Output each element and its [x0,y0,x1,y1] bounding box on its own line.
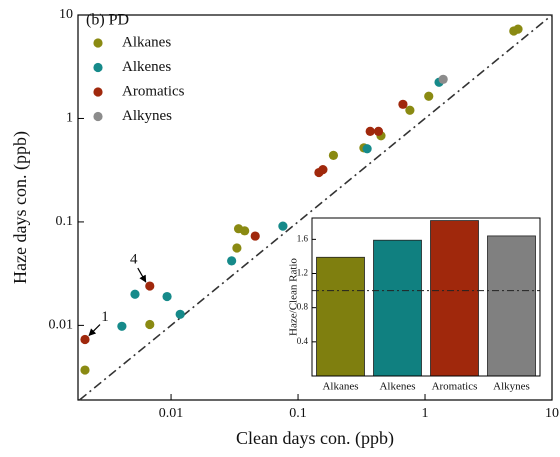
y-axis-title: Haze days con. (ppb) [10,131,31,284]
x-tick-label: Alkenes [379,381,415,393]
y-tick-label: 0.1 [56,214,74,229]
plot-frame [77,14,553,401]
annotation-arrow [137,267,147,283]
point [145,281,155,291]
point [365,126,375,136]
inset-frame [311,217,541,377]
legend-label: Alkanes [122,34,171,50]
panel-title: (b) PD [86,12,129,29]
point [227,256,237,266]
x-tick-label: Aromatics [432,381,478,393]
x-tick-label: 1 [422,406,429,421]
point [250,231,260,241]
point [328,150,339,160]
y-tick-label: 1.6 [297,233,309,243]
point [424,91,434,101]
point [513,24,523,34]
point [162,291,172,302]
legend-marker [93,38,103,48]
x-axis-title: Clean days con. (ppb) [236,428,394,449]
point [373,126,384,136]
bar [316,256,365,377]
point [130,289,140,299]
x-tick-label: 10 [545,406,559,421]
x-tick-label: Alkynes [493,381,530,393]
point [145,319,155,330]
x-tick-label: Alkanes [322,381,358,393]
y-tick-label: 0.01 [49,318,74,333]
y-axis-title: Haze/Clean Ratio [288,258,300,336]
bar [373,239,422,377]
legend-marker [93,111,103,122]
point [362,144,372,154]
point [240,226,250,236]
x-tick-label: 0.1 [289,406,307,421]
legend-marker [93,62,103,73]
legend-marker [93,87,103,97]
annotation-label: 4 [130,251,138,267]
point [278,221,288,231]
annotation-label: 1 [101,309,109,325]
annotation-arrow [88,324,101,337]
y-tick-label: 0.8 [297,302,309,312]
point [318,165,328,175]
point [80,334,90,345]
x-tick-label: 0.01 [159,406,184,421]
y-tick-label: 1 [66,111,73,126]
y-tick-label: 10 [59,7,73,22]
point [117,321,127,331]
y-tick-label: 0.4 [297,336,309,346]
legend-label: Alkynes [122,108,172,124]
y-tick-label: 1.2 [297,268,308,278]
identity-line [78,14,553,401]
legend-label: Aromatics [122,83,185,99]
legend-label: Alkenes [122,59,171,75]
bar [430,220,479,377]
point [405,105,415,115]
point [80,365,90,375]
bar [487,235,536,377]
point [438,74,448,84]
point [232,243,242,253]
point [175,309,185,319]
point [398,99,408,109]
